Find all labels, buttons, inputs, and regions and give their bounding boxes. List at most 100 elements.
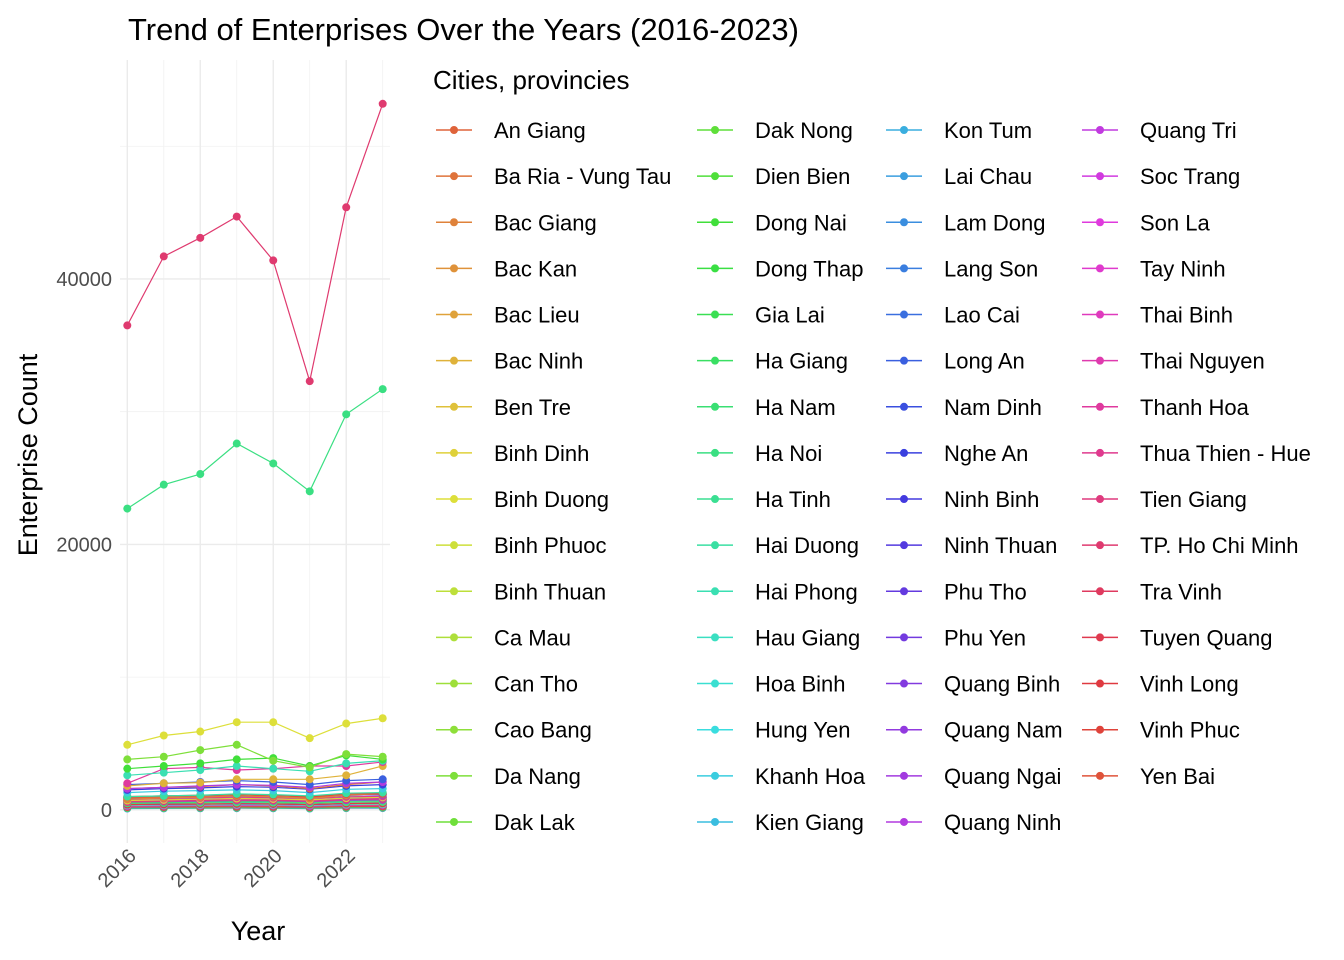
data-point bbox=[232, 439, 241, 448]
legend-item: Binh Phuoc bbox=[436, 533, 607, 558]
legend-item: Dak Nong bbox=[697, 118, 853, 143]
legend-key-point bbox=[711, 633, 719, 642]
legend-key-point bbox=[1096, 633, 1104, 642]
legend-item: Ben Tre bbox=[436, 395, 571, 420]
series-line bbox=[127, 744, 383, 769]
data-point bbox=[378, 752, 387, 761]
legend-item: Hai Duong bbox=[697, 533, 859, 558]
legend-label: Son La bbox=[1140, 210, 1210, 235]
grid bbox=[120, 60, 390, 843]
series-binh-duong bbox=[123, 714, 387, 749]
legend-label: Quang Ngai bbox=[944, 764, 1061, 789]
legend-key-point bbox=[1096, 587, 1104, 596]
legend-label: Vinh Long bbox=[1140, 672, 1239, 697]
series-line bbox=[127, 796, 383, 802]
series-line bbox=[126, 388, 384, 510]
data-point bbox=[232, 740, 241, 749]
legend-label: Bac Lieu bbox=[494, 303, 580, 328]
legend-item: Ha Nam bbox=[697, 395, 836, 420]
legend-key-point bbox=[1096, 495, 1104, 504]
data-point bbox=[159, 768, 168, 777]
legend-label: Khanh Hoa bbox=[755, 764, 866, 789]
data-point bbox=[123, 504, 132, 513]
legend: An Giang Ba Ria - Vung Tau Bac Giang Bac Ka… bbox=[436, 118, 1311, 835]
legend-key-point bbox=[900, 541, 908, 550]
series-line bbox=[127, 717, 383, 746]
legend-label: Phu Yen bbox=[944, 625, 1026, 650]
legend-key-point bbox=[711, 218, 719, 227]
data-point bbox=[232, 762, 241, 771]
series-lines bbox=[123, 99, 387, 813]
legend-key-point bbox=[450, 310, 458, 319]
legend-label: Ninh Thuan bbox=[944, 533, 1057, 558]
legend-label: Kien Giang bbox=[755, 810, 864, 835]
legend-item: Cao Bang bbox=[436, 718, 592, 743]
x-tick-label: 2018 bbox=[167, 845, 214, 892]
legend-item: Phu Yen bbox=[886, 625, 1026, 650]
data-point bbox=[378, 775, 387, 784]
legend-label: Hai Phong bbox=[755, 579, 858, 604]
legend-key-point bbox=[1096, 126, 1104, 134]
series-line bbox=[127, 760, 383, 776]
data-point bbox=[305, 377, 314, 386]
legend-label: An Giang bbox=[494, 118, 586, 143]
legend-label: Thanh Hoa bbox=[1140, 395, 1250, 420]
legend-key-point bbox=[900, 172, 908, 181]
data-point bbox=[305, 487, 314, 496]
legend-item: Tien Giang bbox=[1082, 487, 1247, 512]
data-point bbox=[159, 480, 168, 489]
series-tp-ho-chi-minh bbox=[123, 99, 387, 386]
data-point bbox=[159, 762, 168, 771]
legend-key-point bbox=[711, 126, 719, 134]
legend-item: Lai Chau bbox=[886, 164, 1032, 189]
series-ha-noi bbox=[123, 385, 387, 513]
legend-item: Nam Dinh bbox=[886, 395, 1042, 420]
series-line bbox=[127, 792, 383, 798]
legend-item: TP. Ho Chi Minh bbox=[1082, 533, 1299, 558]
legend-item: Soc Trang bbox=[1082, 164, 1240, 189]
legend-label: Gia Lai bbox=[755, 303, 825, 328]
legend-item: Ninh Thuan bbox=[886, 533, 1057, 558]
data-point bbox=[305, 775, 314, 784]
legend-label: Dong Nai bbox=[755, 210, 847, 235]
data-point bbox=[196, 470, 205, 479]
legend-key-point bbox=[450, 541, 458, 550]
legend-label: Lao Cai bbox=[944, 303, 1020, 328]
legend-item: Lao Cai bbox=[886, 303, 1020, 328]
legend-label: Ha Tinh bbox=[755, 487, 831, 512]
legend-item: Dong Thap bbox=[697, 256, 863, 281]
data-point bbox=[159, 252, 168, 261]
data-point bbox=[269, 764, 278, 773]
legend-item: Lam Dong bbox=[886, 210, 1046, 235]
legend-item: Vinh Long bbox=[1082, 672, 1239, 697]
data-point bbox=[269, 256, 278, 265]
legend-key-point bbox=[900, 679, 908, 688]
legend-item: Thua Thien - Hue bbox=[1082, 441, 1311, 466]
legend-item: Phu Tho bbox=[886, 579, 1027, 604]
legend-item: Vinh Phuc bbox=[1082, 718, 1240, 743]
legend-label: Long An bbox=[944, 349, 1025, 374]
series-line bbox=[127, 761, 383, 784]
legend-key-point bbox=[1096, 541, 1104, 550]
legend-label: TP. Ho Chi Minh bbox=[1140, 533, 1299, 558]
data-point bbox=[196, 778, 205, 787]
legend-key-point bbox=[1096, 402, 1104, 411]
data-point bbox=[342, 719, 351, 728]
legend-item: Quang Tri bbox=[1082, 118, 1237, 143]
legend-label: Soc Trang bbox=[1140, 164, 1240, 189]
legend-key-point bbox=[711, 402, 719, 411]
legend-key-point bbox=[450, 218, 458, 227]
legend-key-point bbox=[900, 725, 908, 734]
data-point bbox=[342, 203, 351, 212]
legend-item: Yen Bai bbox=[1082, 764, 1215, 789]
legend-item: An Giang bbox=[436, 118, 586, 143]
y-tick-label: 0 bbox=[101, 800, 112, 822]
legend-key-point bbox=[1096, 679, 1104, 688]
data-point bbox=[269, 756, 278, 765]
legend-key-point bbox=[450, 587, 458, 596]
legend-label: Vinh Phuc bbox=[1140, 718, 1240, 743]
legend-label: Tra Vinh bbox=[1140, 579, 1222, 604]
legend-label: Dak Nong bbox=[755, 118, 853, 143]
legend-item: Binh Duong bbox=[436, 487, 609, 512]
legend-item: Quang Nam bbox=[886, 718, 1063, 743]
